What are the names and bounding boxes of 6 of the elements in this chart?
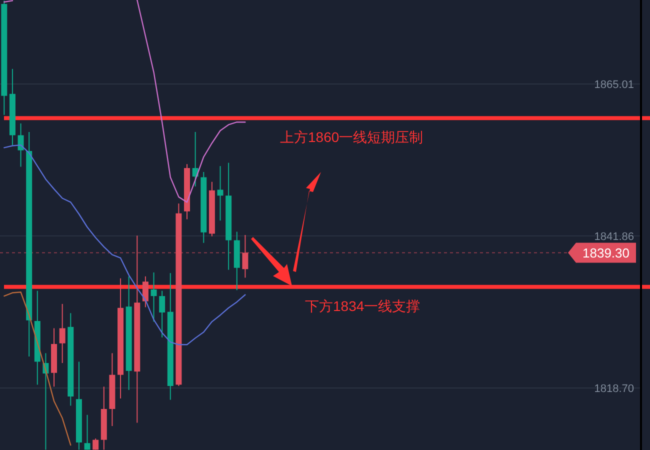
ref-label: 下方1834一线支撑	[305, 298, 420, 314]
ytick: 1841.86	[594, 230, 634, 243]
ref-label: 上方1860一线短期压制	[280, 129, 424, 146]
ytick: 1818.70	[594, 382, 634, 395]
ref-label: 1839.30	[582, 246, 630, 261]
ytick: 1865.01	[594, 78, 634, 91]
